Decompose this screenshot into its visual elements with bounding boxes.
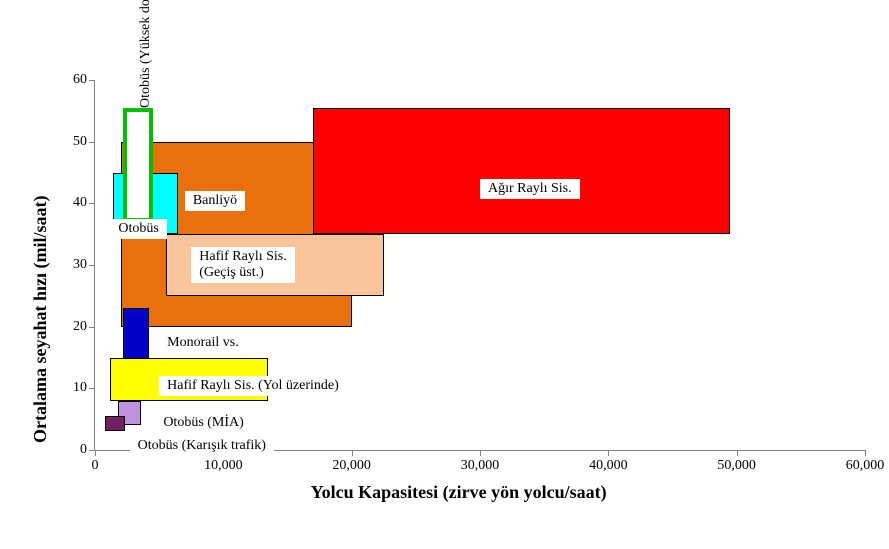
x-tick-label: 50,000 (717, 458, 756, 474)
x-tick (737, 450, 738, 456)
y-tick-label: 10 (65, 380, 87, 396)
y-axis-title: Ortalama seyahat hızı (mil/saat) (30, 195, 51, 442)
series-label-bus-hov: Otobüs (Yüksek doluluklu şerit) (138, 0, 154, 108)
series-label-lrt-street: Hafif Raylı Sis. (Yol üzerinde) (159, 376, 347, 396)
series-box-heavy-rail (313, 108, 730, 234)
series-label-bus-mixed: Otobüs (Karışık trafik) (130, 436, 274, 456)
x-tick-label: 0 (92, 458, 99, 474)
x-tick-label: 10,000 (204, 458, 243, 474)
x-axis-title: Yolcu Kapasitesi (zirve yön yolcu/saat) (311, 482, 607, 503)
y-tick (89, 203, 95, 204)
x-tick (95, 450, 96, 456)
y-tick (89, 388, 95, 389)
x-tick (480, 450, 481, 456)
series-label-bus-cbd: Otobüs (MİA) (155, 413, 252, 433)
x-tick (865, 450, 866, 456)
series-box-bus-mixed (105, 416, 124, 431)
y-tick-label: 0 (65, 442, 87, 458)
y-tick-label: 60 (65, 72, 87, 88)
x-tick-label: 30,000 (461, 458, 500, 474)
x-tick (352, 450, 353, 456)
y-tick (89, 80, 95, 81)
x-tick-label: 40,000 (589, 458, 628, 474)
y-tick-label: 50 (65, 134, 87, 150)
chart-stage: Yolcu Kapasitesi (zirve yön yolcu/saat) … (0, 0, 889, 549)
series-label-suburban: Banliyö (185, 191, 245, 211)
series-label-heavy-rail: Ağır Raylı Sis. (480, 179, 580, 199)
series-label-bus-freeway: Otobüs (110, 219, 166, 239)
x-tick-label: 20,000 (332, 458, 371, 474)
series-box-bus-hov (123, 108, 153, 222)
y-tick-label: 20 (65, 319, 87, 335)
series-label-lrt-grade: Hafif Raylı Sis. (Geçiş üst.) (191, 247, 295, 283)
series-label-monorail: Monorail vs. (159, 333, 247, 353)
y-tick (89, 327, 95, 328)
x-tick (608, 450, 609, 456)
y-tick-label: 40 (65, 195, 87, 211)
y-tick (89, 265, 95, 266)
x-tick-label: 60,000 (846, 458, 885, 474)
y-tick-label: 30 (65, 257, 87, 273)
y-tick (89, 142, 95, 143)
y-tick (89, 450, 95, 451)
